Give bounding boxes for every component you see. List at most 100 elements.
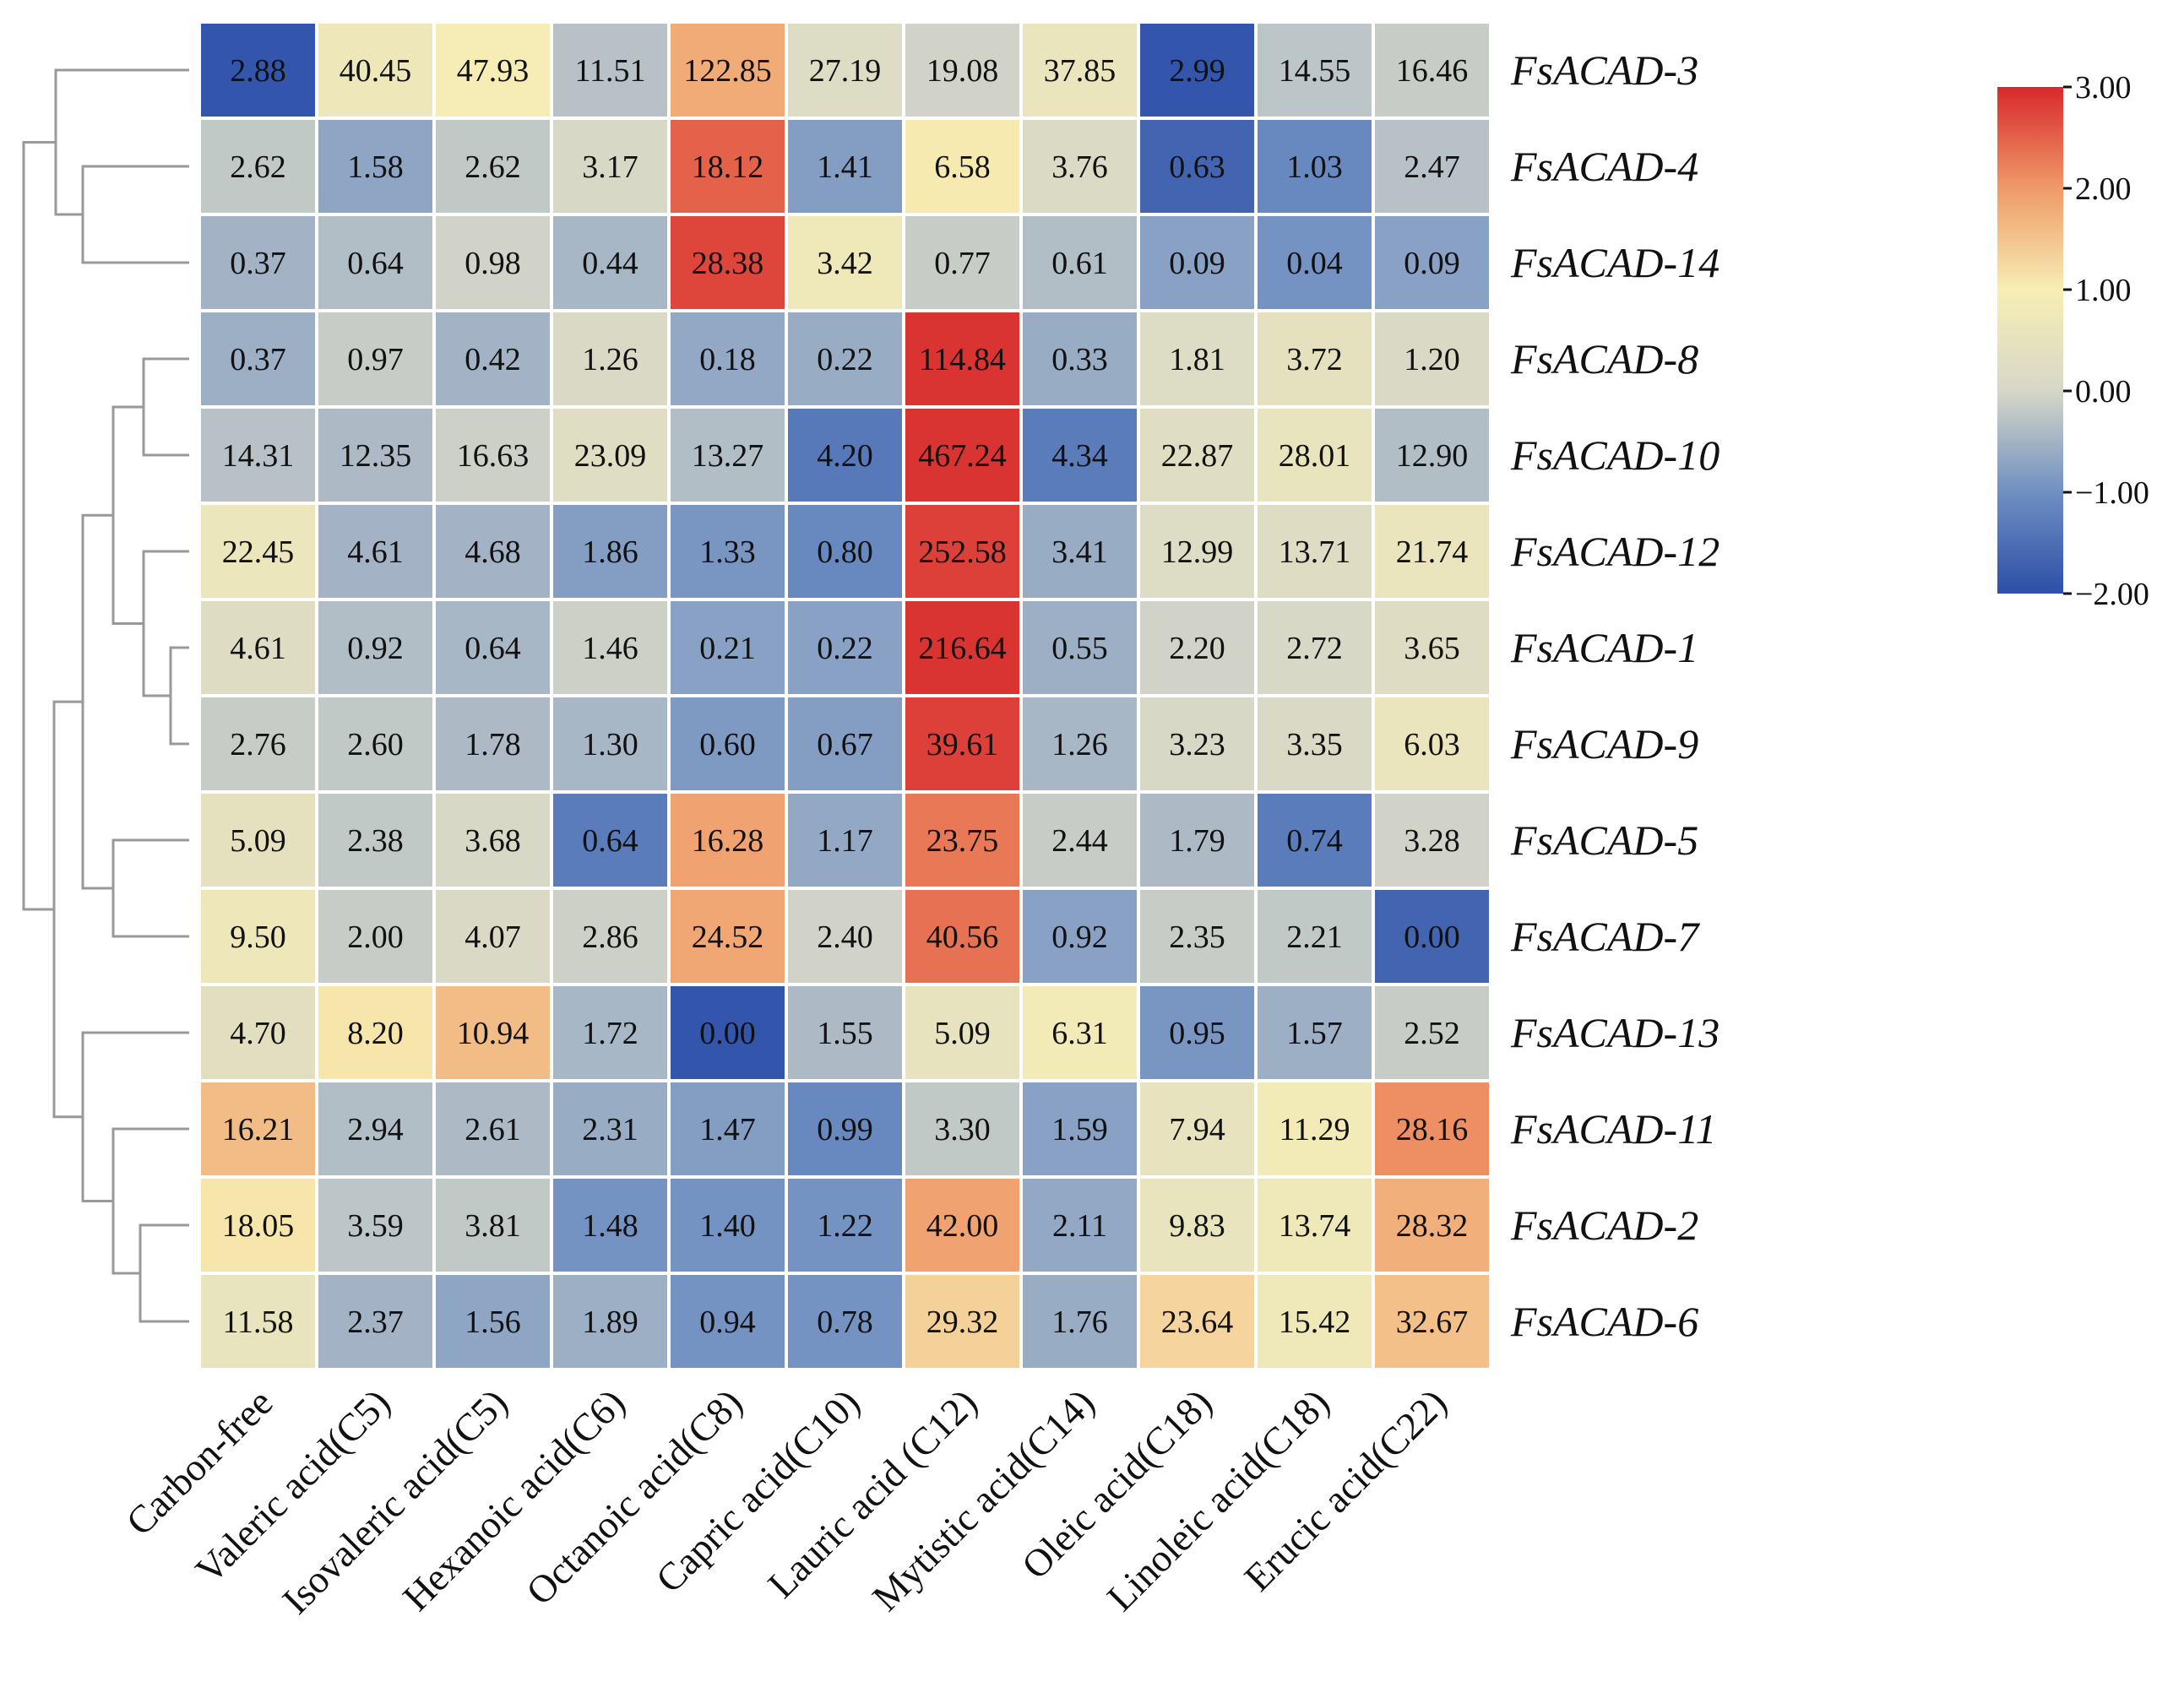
heatmap-cell xyxy=(436,1179,550,1272)
heatmap-cell xyxy=(1140,1179,1254,1272)
cell-value-label: 252.58 xyxy=(918,534,1007,570)
heatmap-cell xyxy=(1258,1082,1372,1175)
cell-value-label: 0.92 xyxy=(347,631,404,666)
cell-value-label: 13.27 xyxy=(692,438,764,474)
cell-value-label: 1.57 xyxy=(1286,1016,1343,1051)
dendrogram-link xyxy=(81,513,113,890)
cell-value-label: 0.94 xyxy=(699,1305,756,1340)
heatmap-cell xyxy=(1140,409,1254,502)
row-label: FsACAD-2 xyxy=(1510,1202,1698,1249)
heatmap-cell xyxy=(201,697,315,790)
cell-value-label: 40.45 xyxy=(340,53,412,89)
cell-value-label: 2.99 xyxy=(1169,53,1225,89)
cell-value-label: 4.68 xyxy=(465,534,521,570)
cell-value-label: 4.34 xyxy=(1051,438,1108,474)
cell-value-label: 18.05 xyxy=(222,1208,295,1244)
column-label: Isovaleric acid(C5) xyxy=(274,1381,515,1622)
cell-value-label: 3.42 xyxy=(817,246,873,281)
cell-value-label: 0.80 xyxy=(817,534,873,570)
heatmap-cell xyxy=(1258,312,1372,405)
cell-value-label: 0.63 xyxy=(1169,149,1225,185)
heatmap-cell xyxy=(1023,1179,1137,1272)
cell-value-label: 3.17 xyxy=(582,149,638,185)
cell-value-label: 2.62 xyxy=(230,149,286,185)
cell-value-label: 114.84 xyxy=(919,342,1006,377)
cell-value-label: 42.00 xyxy=(926,1208,999,1244)
row-label: FsACAD-3 xyxy=(1510,46,1698,94)
heatmap-cell xyxy=(1375,794,1489,887)
row-dendrogram xyxy=(22,68,189,1323)
cell-value-label: 2.52 xyxy=(1404,1016,1460,1051)
heatmap-cell xyxy=(1375,120,1489,213)
heatmap-cell xyxy=(671,986,785,1079)
heatmap-cell xyxy=(1140,24,1254,117)
cell-value-label: 4.20 xyxy=(817,438,873,474)
heatmap-cell xyxy=(905,1082,1019,1175)
cell-value-label: 27.19 xyxy=(809,53,882,89)
heatmap-cell xyxy=(201,409,315,502)
heatmap-cell xyxy=(201,120,315,213)
heatmap-cell xyxy=(1140,697,1254,790)
heatmap-cell xyxy=(1258,794,1372,887)
cell-value-label: 0.98 xyxy=(465,246,521,281)
cell-value-label: 1.59 xyxy=(1051,1112,1108,1147)
heatmap-cell xyxy=(905,1179,1019,1272)
heatmap-cell xyxy=(318,505,432,598)
cell-value-label: 0.42 xyxy=(465,342,521,377)
cell-value-label: 19.08 xyxy=(926,53,999,89)
cell-value-label: 1.47 xyxy=(699,1112,756,1147)
cell-value-label: 1.26 xyxy=(582,342,638,377)
heatmap-cell xyxy=(201,601,315,694)
cell-value-label: 2.38 xyxy=(347,823,404,859)
heatmap-cell xyxy=(1023,986,1137,1079)
heatmap-cell xyxy=(1023,216,1137,309)
cell-value-label: 1.17 xyxy=(817,823,873,859)
dendrogram-link xyxy=(169,646,189,746)
cell-value-label: 0.61 xyxy=(1051,246,1108,281)
cell-value-label: 14.31 xyxy=(222,438,295,474)
cell-value-label: 1.40 xyxy=(699,1208,756,1244)
cell-value-label: 2.88 xyxy=(230,53,286,89)
heatmap-cell xyxy=(318,1179,432,1272)
cell-value-label: 23.75 xyxy=(926,823,999,859)
heatmap-cell xyxy=(788,1275,902,1368)
heatmap-cell xyxy=(1375,601,1489,694)
heatmap-cell xyxy=(1258,601,1372,694)
heatmap-cells xyxy=(201,24,1489,1368)
cell-value-label: 2.94 xyxy=(347,1112,404,1147)
heatmap-cell xyxy=(1023,312,1137,405)
cell-value-label: 21.74 xyxy=(1396,534,1469,570)
cell-value-label: 1.30 xyxy=(582,727,638,762)
dendrogram-link xyxy=(81,165,189,264)
cell-value-label: 1.46 xyxy=(582,631,638,666)
cell-value-label: 3.23 xyxy=(1169,727,1225,762)
heatmap-cell xyxy=(788,697,902,790)
heatmap-cell xyxy=(1140,794,1254,887)
cell-value-label: 3.76 xyxy=(1051,149,1108,185)
cell-value-label: 1.72 xyxy=(582,1016,638,1051)
cell-value-label: 0.99 xyxy=(817,1112,873,1147)
heatmap-cell xyxy=(553,409,667,502)
dendrogram-link xyxy=(111,405,144,625)
cell-value-label: 22.45 xyxy=(222,534,295,570)
cell-value-label: 4.70 xyxy=(230,1016,286,1051)
cell-value-label: 1.33 xyxy=(699,534,756,570)
cell-value-label: 0.33 xyxy=(1051,342,1108,377)
heatmap-cell xyxy=(318,120,432,213)
cell-value-label: 2.31 xyxy=(582,1112,638,1147)
cell-value-label: 0.09 xyxy=(1404,246,1460,281)
heatmap-cell xyxy=(788,216,902,309)
cell-value-label: 1.03 xyxy=(1286,149,1343,185)
heatmap-cell xyxy=(1375,1082,1489,1175)
dendrogram-link xyxy=(142,357,189,457)
cell-value-label: 2.60 xyxy=(347,727,404,762)
cell-value-label: 2.35 xyxy=(1169,919,1225,955)
cell-value-label: 0.64 xyxy=(347,246,404,281)
heatmap-cell xyxy=(201,505,315,598)
heatmap-cell xyxy=(1140,601,1254,694)
heatmap-cell xyxy=(553,312,667,405)
heatmap-cell xyxy=(1258,24,1372,117)
heatmap-cell xyxy=(553,890,667,983)
cell-value-label: 3.81 xyxy=(465,1208,521,1244)
cell-value-label: 7.94 xyxy=(1169,1112,1225,1147)
